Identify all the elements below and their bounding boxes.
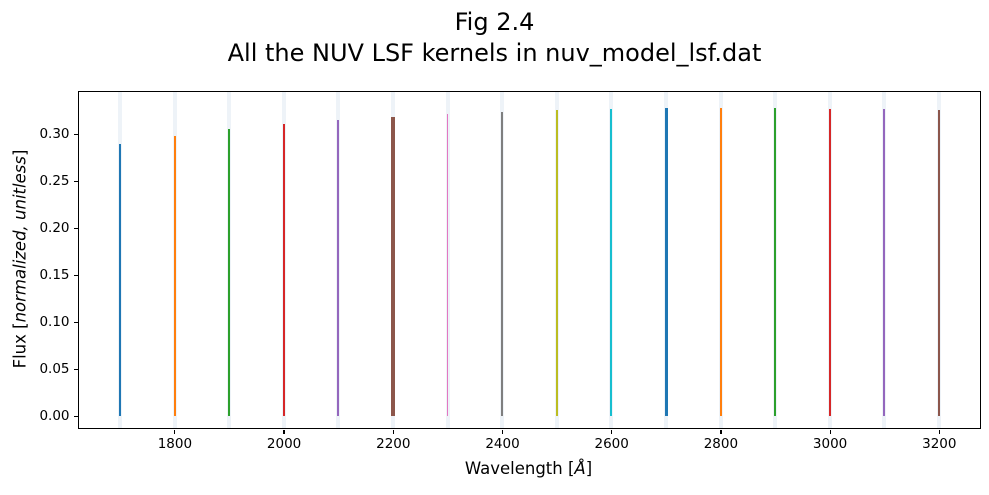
lsf-kernel-1800-line [173,135,176,416]
x-tick-label: 2800 [703,436,739,452]
lsf-kernel-2700-line [664,107,668,416]
lsf-kernel-2600-line [610,108,613,416]
x-axis-label-suffix: ] [585,459,593,478]
lsf-kernel-2900-line [774,107,777,416]
y-axis-label-suffix: ] [10,149,30,157]
y-tick-label: 0.20 [39,219,70,236]
x-tick-label: 3000 [812,436,848,452]
y-tick-mark [73,133,78,135]
lsf-kernel-2000-line [282,123,285,416]
y-tick-mark [73,274,78,276]
x-tick-mark [501,429,504,435]
lsf-kernel-1900-line [228,129,231,416]
x-tick-mark [283,429,285,435]
x-tick-mark [174,429,176,435]
x-tick-label: 2400 [485,436,520,452]
y-tick-label: 0.00 [39,407,70,424]
y-tick-mark [73,227,78,229]
lsf-kernel-2300-line [446,114,449,416]
lsf-kernel-2400-line [500,111,504,416]
x-axis-unit: Å [574,459,586,478]
x-tick-mark [720,429,722,435]
x-tick-label: 3200 [922,436,957,452]
x-tick-label: 2200 [376,436,411,452]
chart-title-line1: Fig 2.4 [454,8,535,36]
lsf-kernel-2100-line [337,119,340,416]
x-axis-label: Wavelength [Å] [0,459,989,478]
x-tick-label: 1800 [157,436,193,452]
y-tick-mark [73,368,78,370]
chart-title: Fig 2.4 All the NUV LSF kernels in nuv_m… [0,7,989,69]
lsf-kernel-2800-line [719,107,722,416]
y-tick-label: 0.25 [39,172,70,189]
x-tick-mark [392,429,394,435]
y-tick-label: 0.30 [39,125,70,142]
lsf-kernel-2200-line [391,117,395,416]
x-tick-label: 2600 [594,436,629,452]
x-tick-mark [829,429,831,435]
y-tick-label: 0.15 [39,266,70,283]
chart-title-line2: All the NUV LSF kernels in nuv_model_lsf… [227,39,762,67]
x-tick-mark [938,429,940,435]
y-tick-mark [73,415,78,417]
plot-area [78,91,981,429]
y-tick-mark [73,321,78,323]
y-tick-mark [73,180,78,182]
x-axis-label-text: Wavelength [ [464,459,575,478]
lsf-kernel-3100-line [883,108,886,416]
lsf-kernel-1700-line [119,144,121,416]
x-tick-mark [611,429,613,435]
lsf-kernel-3200-line [937,109,941,416]
x-tick-label: 2000 [266,436,302,452]
y-tick-label: 0.05 [39,360,70,377]
lsf-kernel-2500-line [555,109,558,416]
y-tick-label: 0.10 [39,313,70,330]
lsf-kernel-3000-line [828,108,831,416]
